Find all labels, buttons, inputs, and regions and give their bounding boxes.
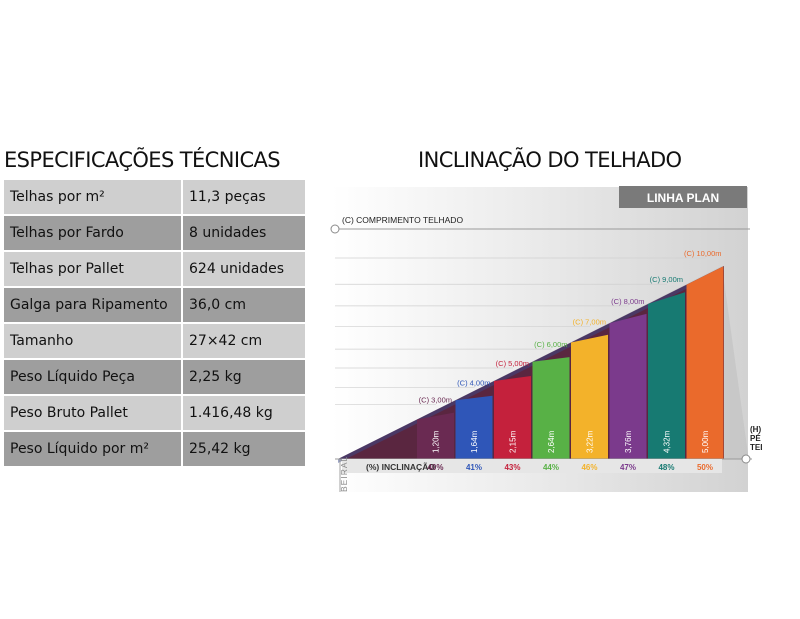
spec-row: Tamanho 27×42 cm	[4, 324, 305, 358]
spec-value: 25,42 kg	[183, 432, 305, 466]
height-bar	[417, 412, 454, 459]
height-axis-label: PÉ DIREITO	[750, 434, 762, 443]
spec-value: 11,3 peças	[183, 180, 305, 214]
spec-row: Telhas por Fardo 8 unidades	[4, 216, 305, 250]
height-bar	[455, 395, 493, 459]
height-label: 2,15m	[509, 430, 518, 453]
badge-label: LINHA PLAN	[647, 191, 719, 205]
height-label: 5,00m	[701, 430, 710, 453]
height-label: 2,64m	[547, 430, 556, 453]
spec-label: Peso Líquido Peça	[4, 360, 181, 394]
badge-box	[619, 186, 747, 208]
spec-label: Telhas por Pallet	[4, 252, 181, 286]
height-label: 1,20m	[432, 430, 441, 453]
inclination-value: 50%	[697, 463, 713, 472]
height-bar	[609, 313, 647, 459]
spec-row: Galga para Ripamento 36,0 cm	[4, 288, 305, 322]
height-label: 4,32m	[663, 430, 672, 453]
spec-row: Telhas por Pallet 624 unidades	[4, 252, 305, 286]
length-label: (C) 6,00m	[534, 340, 567, 349]
length-label: (C) 10,00m	[684, 249, 722, 258]
height-bar	[571, 334, 608, 459]
spec-row: Peso Bruto Pallet 1.416,48 kg	[4, 396, 305, 430]
spec-row: Telhas por m² 11,3 peças	[4, 180, 305, 214]
spec-value: 8 unidades	[183, 216, 305, 250]
spec-label: Telhas por Fardo	[4, 216, 181, 250]
height-label: 1,64m	[470, 430, 479, 453]
inclination-label: (%) INCLINAÇÃO	[366, 462, 435, 472]
height-axis-label: (H)	[750, 425, 761, 434]
inclination-value: 43%	[504, 463, 520, 472]
length-labels-group: (C) 3,00m (C) 4,00m (C) 5,00m (C) 6,00m (C) …	[419, 249, 722, 405]
length-label: (C) 3,00m	[419, 396, 452, 405]
height-label: 3,76m	[624, 430, 633, 453]
spec-label: Telhas por m²	[4, 180, 181, 214]
spec-label: Peso Líquido por m²	[4, 432, 181, 466]
spec-value: 624 unidades	[183, 252, 305, 286]
inclination-title: INCLINAÇÃO DO TELHADO	[418, 148, 682, 172]
spec-row: Peso Líquido por m² 25,42 kg	[4, 432, 305, 466]
spec-row: Peso Líquido Peça 2,25 kg	[4, 360, 305, 394]
spec-value: 2,25 kg	[183, 360, 305, 394]
inclination-value: 44%	[543, 463, 559, 472]
height-bar	[648, 292, 685, 459]
height-axis-label: TELHADO	[750, 443, 762, 452]
length-label: (C) 4,00m	[457, 379, 490, 388]
height-bar	[494, 376, 531, 459]
spec-label: Tamanho	[4, 324, 181, 358]
inclination-value: 47%	[620, 463, 636, 472]
inclination-value: 48%	[658, 463, 674, 472]
length-axis-label: (C) COMPRIMENTO TELHADO	[342, 215, 463, 225]
specs-table: Telhas por m² 11,3 peças Telhas por Fard…	[4, 180, 305, 468]
guide-lines	[335, 257, 706, 406]
inclination-value: 40%	[427, 463, 443, 472]
height-labels-group: 1,20m 1,64m 2,15m 2,64m 3,22m 3,76m 4,32m 5,00m	[432, 430, 711, 453]
inclination-values-group: 40% 41% 43% 44% 46% 47% 48% 50%	[427, 463, 713, 472]
base-axis-marker	[741, 454, 751, 464]
length-label: (C) 7,00m	[573, 318, 606, 327]
spec-value: 36,0 cm	[183, 288, 305, 322]
length-label: (C) 8,00m	[611, 297, 644, 306]
roof-inclination-chart: LINHA PLAN (C) COMPRIMENTO TELHADO (C) 3…	[330, 186, 762, 492]
spec-value: 1.416,48 kg	[183, 396, 305, 430]
inclination-value: 41%	[466, 463, 482, 472]
spec-value: 27×42 cm	[183, 324, 305, 358]
bars-group	[417, 266, 724, 459]
height-bar	[532, 357, 570, 459]
specs-title: ESPECIFICAÇÕES TÉCNICAS	[4, 148, 281, 172]
height-label: 3,22m	[586, 430, 595, 453]
height-bar	[686, 266, 724, 459]
length-axis-marker	[330, 224, 340, 234]
inclination-row-bg	[342, 459, 722, 473]
roof-edge-stripe	[338, 266, 724, 463]
length-label: (C) 5,00m	[496, 359, 529, 368]
eave-label: BEIRAL	[339, 456, 349, 492]
spec-label: Galga para Ripamento	[4, 288, 181, 322]
inclination-value: 46%	[581, 463, 597, 472]
spec-label: Peso Bruto Pallet	[4, 396, 181, 430]
length-label: (C) 9,00m	[650, 275, 683, 284]
